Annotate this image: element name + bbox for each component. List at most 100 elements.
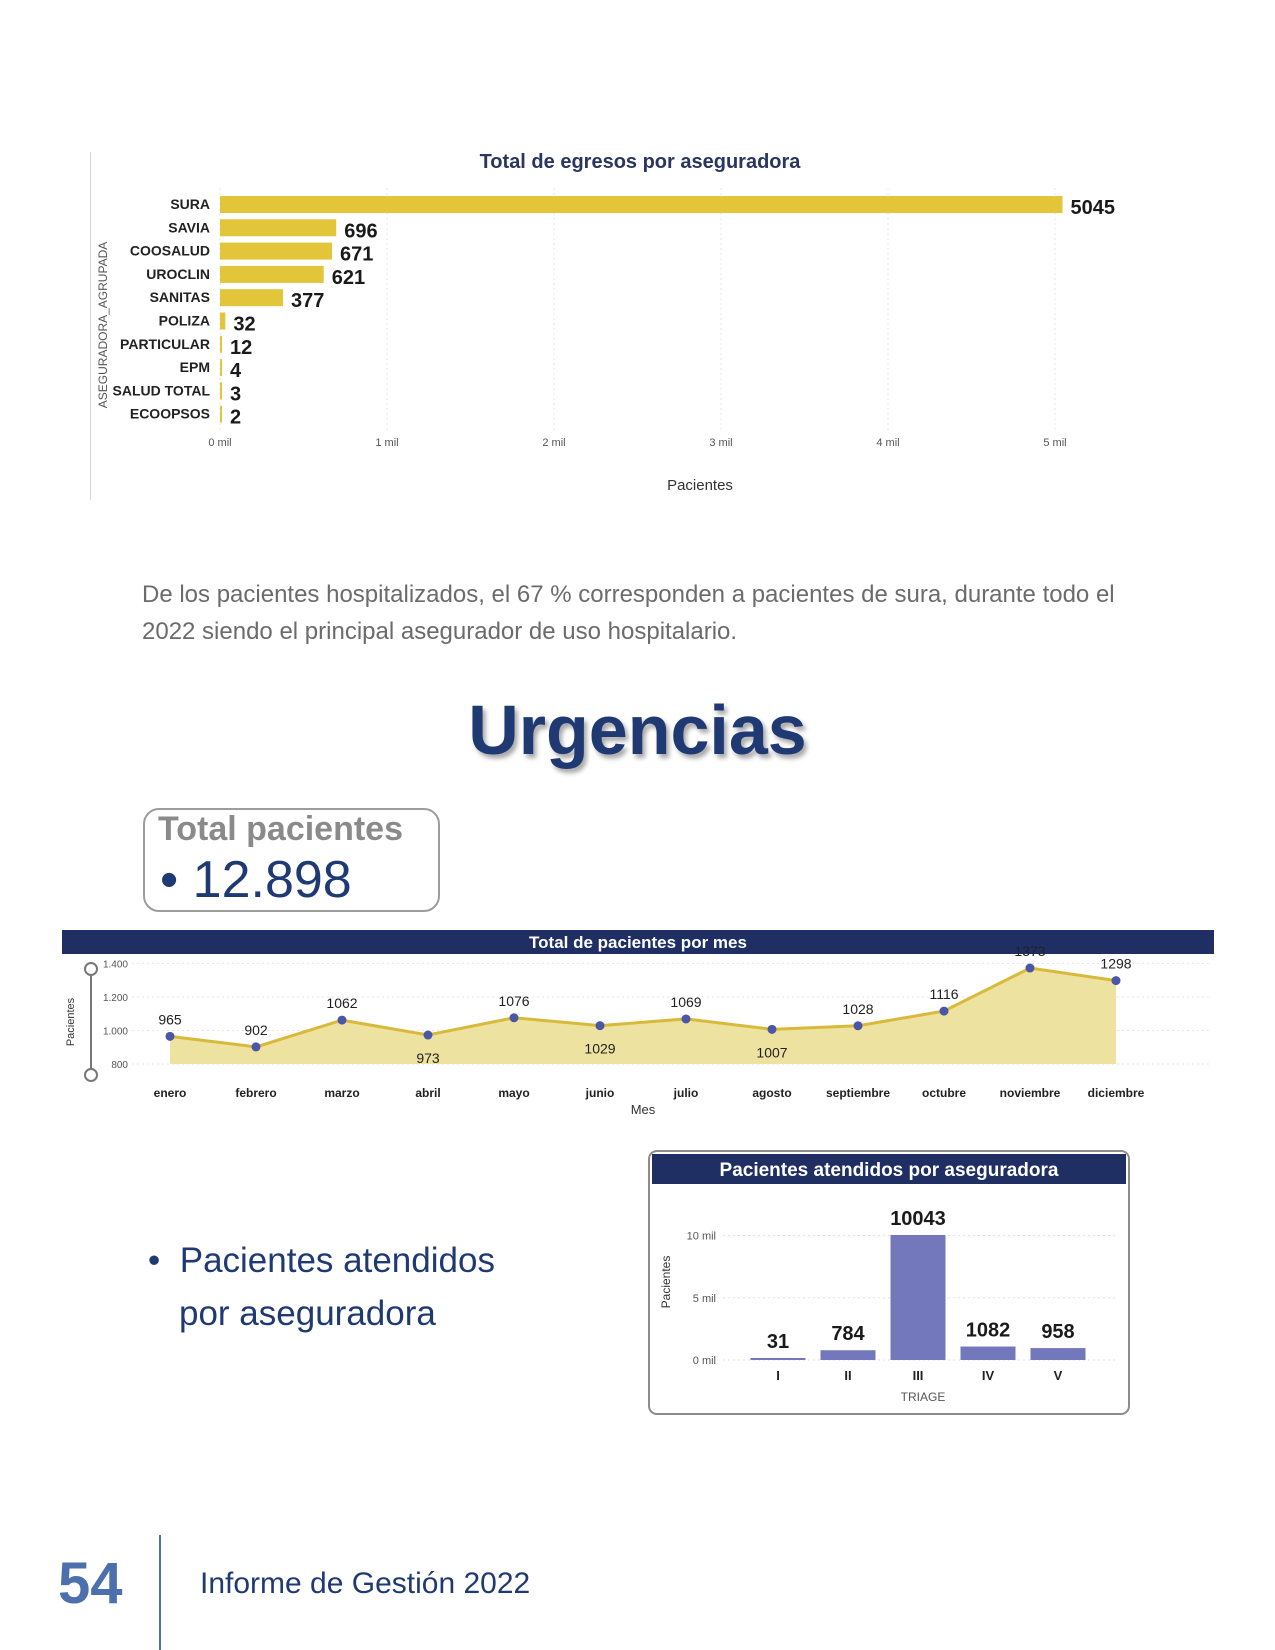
data-point <box>423 1030 433 1040</box>
bar <box>220 242 333 260</box>
data-point <box>165 1031 175 1041</box>
y-axis-label: ASEGURADORA_AGRUPADA <box>96 242 110 408</box>
bar-value-label: 32 <box>233 314 255 336</box>
x-tick-label: I <box>776 1368 780 1383</box>
y-axis-label: Pacientes <box>65 997 77 1046</box>
bar <box>820 1350 876 1360</box>
x-tick-label: septiembre <box>826 1086 890 1100</box>
category-label: SALUD TOTAL <box>113 382 211 398</box>
x-tick-label: II <box>844 1368 851 1383</box>
range-slider-handle-top[interactable] <box>84 962 98 976</box>
data-label: 1116 <box>929 986 958 1002</box>
bar-value-label: 2 <box>230 407 241 429</box>
series-line <box>169 966 1117 1049</box>
egresos-chart: Total de egresos por aseguradora ASEGURA… <box>89 150 1180 505</box>
data-label: 1029 <box>584 1041 615 1057</box>
bullet-line-2: por aseguradora <box>179 1294 436 1333</box>
bar-value-label: 621 <box>332 267 365 289</box>
x-tick-label: V <box>1054 1368 1063 1383</box>
y-tick-label: 1.200 <box>103 993 128 1004</box>
chart-title: Total de pacientes por mes <box>529 933 747 952</box>
kpi-value: • 12.898 <box>160 851 352 909</box>
x-tick-label: 4 mil <box>876 437 899 449</box>
x-tick-label: enero <box>154 1086 187 1100</box>
data-label: 902 <box>244 1022 268 1038</box>
bar-value-label: 958 <box>1041 1321 1074 1343</box>
data-point <box>939 1006 949 1016</box>
data-label: 1069 <box>670 994 701 1010</box>
range-slider-handle-bottom[interactable] <box>84 1068 98 1082</box>
data-point <box>853 1021 863 1031</box>
bar <box>750 1358 806 1360</box>
x-tick-label: 3 mil <box>709 437 732 449</box>
kpi-label: Total pacientes <box>158 810 403 848</box>
data-point <box>595 1021 605 1031</box>
x-tick-label: mayo <box>498 1086 529 1100</box>
chart-title: Total de egresos por aseguradora <box>480 151 802 173</box>
x-axis-label: Pacientes <box>667 477 733 494</box>
data-point <box>767 1024 777 1034</box>
chart-title: Pacientes atendidos por aseguradora <box>720 1160 1059 1181</box>
pacientes-mes-chart-svg: Total de pacientes por mes Pacientes Mes… <box>62 930 1214 1117</box>
chart-title-bar <box>652 1154 1126 1184</box>
x-tick-label: junio <box>585 1086 615 1100</box>
page-number: 54 <box>58 1551 123 1616</box>
bar <box>890 1234 946 1360</box>
data-label: 1076 <box>498 993 529 1009</box>
data-point <box>251 1042 261 1052</box>
category-label: POLIZA <box>159 313 210 329</box>
data-point <box>509 1013 519 1023</box>
bullet-marker: • <box>148 1241 161 1280</box>
triage-chart: Pacientes atendidos por aseguradora Paci… <box>648 1150 1130 1415</box>
bar <box>220 405 222 423</box>
x-tick-label: noviembre <box>1000 1086 1061 1100</box>
category-label: PARTICULAR <box>120 336 210 352</box>
x-tick-label: III <box>913 1368 924 1383</box>
y-tick-label: 800 <box>111 1060 128 1071</box>
x-tick-label: octubre <box>922 1086 966 1100</box>
area-fill <box>170 968 1116 1064</box>
bar <box>220 382 222 400</box>
bar <box>1030 1348 1086 1360</box>
bullet-line-1: Pacientes atendidos <box>179 1241 495 1280</box>
x-tick-label: marzo <box>324 1086 359 1100</box>
data-label: 965 <box>158 1011 182 1027</box>
section-title: Urgencias <box>468 691 807 769</box>
bar-value-label: 31 <box>767 1331 789 1353</box>
category-label: COOSALUD <box>130 243 210 259</box>
bar <box>960 1346 1016 1360</box>
bar-value-label: 377 <box>291 290 324 312</box>
bar-value-label: 696 <box>344 220 377 242</box>
bar-value-label: 1082 <box>966 1320 1011 1342</box>
y-tick-label: 0 mil <box>693 1355 716 1367</box>
category-label: UROCLIN <box>146 266 210 282</box>
x-tick-label: febrero <box>235 1086 276 1100</box>
bar <box>220 265 324 283</box>
bar-value-label: 5045 <box>1071 197 1116 219</box>
bar-value-label: 3 <box>230 383 241 405</box>
bar <box>220 196 1063 213</box>
bar <box>220 289 283 307</box>
bar <box>220 312 226 330</box>
pacientes-mes-chart: Total de pacientes por mes Pacientes Mes… <box>62 930 1214 1130</box>
x-tick-label: 2 mil <box>542 437 565 449</box>
bar-value-label: 12 <box>230 337 252 359</box>
category-label: SURA <box>170 196 210 212</box>
description-paragraph: De los pacientes hospitalizados, el 67 %… <box>142 581 1115 645</box>
data-point <box>681 1014 691 1024</box>
bar <box>220 219 337 237</box>
y-tick-label: 10 mil <box>687 1231 716 1243</box>
x-axis-label: TRIAGE <box>901 1390 946 1404</box>
data-label: 1062 <box>326 995 357 1011</box>
data-label: 1028 <box>842 1001 873 1017</box>
bar-value-label: 10043 <box>890 1208 946 1230</box>
x-tick-label: 0 mil <box>208 437 231 449</box>
bar-value-label: 784 <box>831 1323 865 1345</box>
category-label: EPM <box>180 359 210 375</box>
data-point <box>1111 976 1121 986</box>
bar <box>220 359 222 377</box>
category-label: ECOOPSOS <box>130 406 210 422</box>
data-label: 1007 <box>756 1044 787 1060</box>
data-point <box>1025 963 1035 973</box>
x-tick-label: agosto <box>752 1086 791 1100</box>
